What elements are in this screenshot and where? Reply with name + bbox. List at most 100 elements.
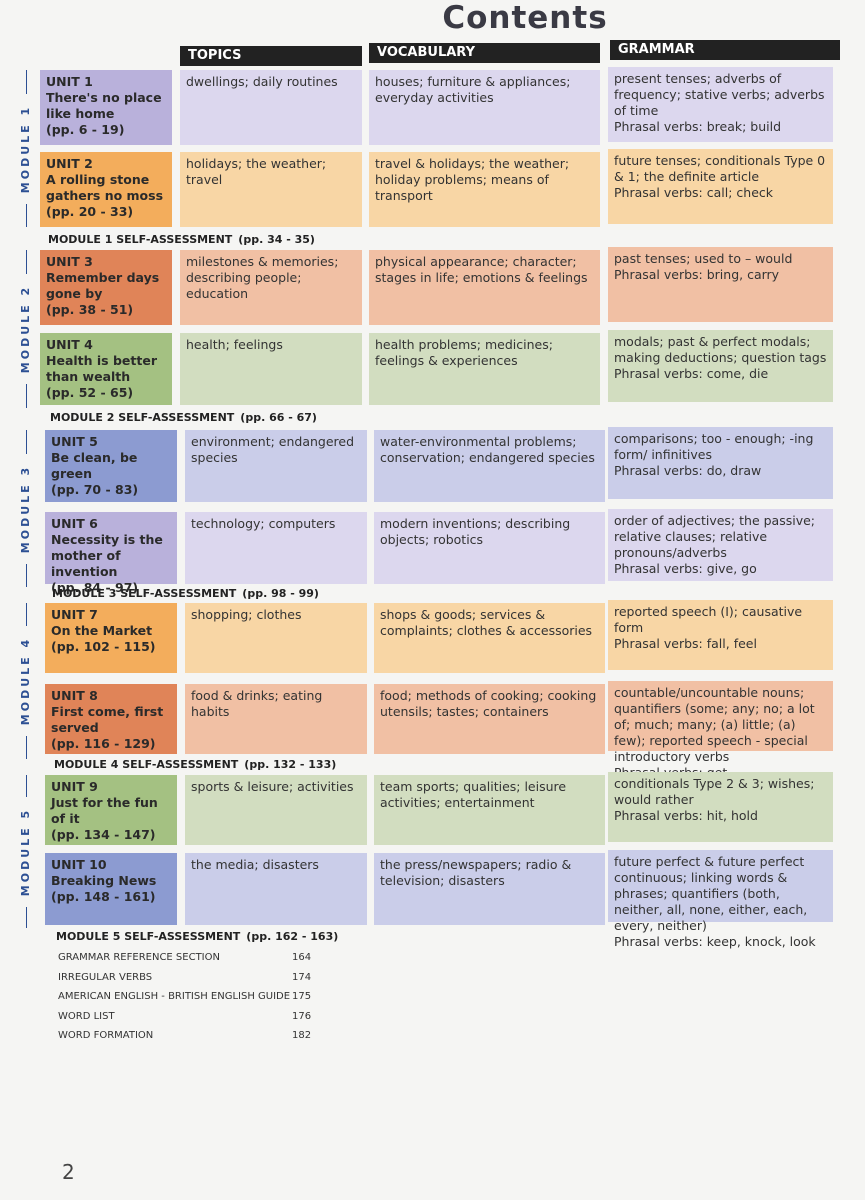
vocabulary-cell: the press/newspapers; radio & television…	[374, 853, 605, 925]
unit-pages: (pp. 134 - 147)	[51, 827, 156, 842]
self-assessment-label: MODULE 1 SELF-ASSESSMENT	[48, 233, 233, 246]
grammar-cell: future tenses; conditionals Type 0 & 1; …	[608, 149, 833, 224]
module-label: MODULE 2	[19, 274, 33, 384]
grammar-line: Phrasal verbs: do, draw	[614, 463, 762, 478]
vocabulary-cell: food; methods of cooking; cooking utensi…	[374, 684, 605, 754]
column-header: VOCABULARY	[369, 43, 600, 63]
unit-pages: (pp. 52 - 65)	[46, 385, 134, 400]
appendix-item: WORD LIST	[58, 1010, 115, 1022]
vocabulary-cell: shops & goods; services & complaints; cl…	[374, 603, 605, 673]
grammar-line: order of adjectives; the passive; relati…	[614, 513, 815, 560]
self-assessment-pages: (pp. 66 - 67)	[240, 411, 317, 424]
unit-pages: (pp. 6 - 19)	[46, 122, 125, 137]
unit-name: Breaking News	[51, 873, 157, 888]
appendix-item: WORD FORMATION	[58, 1030, 154, 1041]
topics-cell: health; feelings	[180, 333, 362, 405]
unit-pages: (pp. 116 - 129)	[51, 736, 156, 751]
column-header: GRAMMAR	[610, 40, 840, 60]
grammar-line: Phrasal verbs: call; check	[614, 185, 773, 200]
vocabulary-cell: houses; furniture & appliances; everyday…	[369, 70, 600, 145]
grammar-line: future perfect & future perfect continuo…	[614, 854, 808, 933]
grammar-cell: past tenses; used to – would Phrasal verb…	[608, 247, 833, 322]
unit-unit: UNIT 10	[51, 857, 107, 872]
vocabulary-cell: health problems; medicines; feelings & e…	[369, 333, 600, 405]
grammar-line: Phrasal verbs: give, go	[614, 561, 757, 576]
self-assessment: MODULE 4 SELF-ASSESSMENT (pp. 132 - 133)	[54, 758, 342, 771]
topics-cell: environment; endangered species	[185, 430, 367, 502]
appendix-item: IRREGULAR VERBS	[58, 971, 153, 983]
unit-unit: UNIT 1	[46, 74, 93, 89]
unit-pages: (pp. 148 - 161)	[51, 889, 156, 904]
unit-pages: (pp. 20 - 33)	[46, 204, 134, 219]
appendix-item: AMERICAN ENGLISH - BRITISH ENGLISH GUIDE	[58, 991, 291, 1002]
vocabulary-cell: water-environmental problems; conservati…	[374, 430, 605, 502]
topics-cell: milestones & memories; describing people…	[180, 250, 362, 325]
self-assessment: MODULE 3 SELF-ASSESSMENT (pp. 98 - 99)	[52, 587, 325, 600]
unit-unit: UNIT 5	[51, 434, 98, 449]
self-assessment-pages: (pp. 34 - 35)	[238, 233, 315, 246]
grammar-cell: future perfect & future perfect continuo…	[608, 850, 833, 949]
unit-unit: UNIT 6	[51, 516, 98, 531]
module-label: MODULE 1	[19, 93, 33, 204]
topics-cell: shopping; clothes	[185, 603, 367, 673]
self-assessment-pages: (pp. 162 - 163)	[246, 930, 339, 943]
grammar-cell: conditionals Type 2 & 3; wishes; would r…	[608, 772, 833, 842]
vocabulary-cell: team sports; qualities; leisure activiti…	[374, 775, 605, 845]
vocabulary-cell: modern inventions; describing objects; r…	[374, 512, 605, 584]
unit-unit: UNIT 4	[46, 337, 93, 352]
page-number: 2	[62, 1160, 75, 1184]
self-assessment-label: MODULE 3 SELF-ASSESSMENT	[52, 587, 237, 600]
title: Contents	[442, 0, 608, 36]
topics-cell: food & drinks; eating habits	[185, 684, 367, 754]
topics-cell: technology; computers	[185, 512, 367, 584]
grammar-line: past tenses; used to – would	[614, 251, 793, 266]
module-label: MODULE 4	[19, 626, 33, 736]
unit-cell: UNIT 1 There's no place like home (pp. 6 -…	[40, 70, 172, 145]
unit-name: Just for the fun of it	[51, 795, 158, 826]
unit-cell: UNIT 3 Remember days gone by (pp. 38 - 51)	[40, 250, 172, 325]
grammar-cell: modals; past & perfect modals; making de…	[608, 330, 833, 402]
unit-pages: (pp. 84 - 97)	[51, 580, 139, 595]
topics-cell: sports & leisure; activities	[185, 775, 367, 845]
grammar-line: Phrasal verbs: break; build	[614, 119, 782, 134]
self-assessment: MODULE 5 SELF-ASSESSMENT (pp. 162 - 163)	[56, 930, 344, 943]
grammar-cell: order of adjectives; the passive; relati…	[608, 509, 833, 581]
appendix-page: 182	[292, 1030, 312, 1041]
appendix-page: 176	[292, 1010, 312, 1022]
topics-cell: dwellings; daily routines	[180, 70, 362, 145]
grammar-line: Phrasal verbs: fall, feel	[614, 636, 757, 651]
topics-cell: the media; disasters	[185, 853, 367, 925]
unit-name: First come, first served	[51, 704, 164, 735]
grammar-line: Phrasal verbs: come, die	[614, 366, 769, 381]
self-assessment: MODULE 2 SELF-ASSESSMENT (pp. 66 - 67)	[50, 411, 323, 424]
unit-cell: UNIT 9 Just for the fun of it (pp. 134 - 1…	[45, 775, 177, 845]
grammar-line: future tenses; conditionals Type 0 & 1; …	[614, 153, 826, 184]
appendix-page: 174	[292, 971, 312, 983]
self-assessment-pages: (pp. 132 - 133)	[244, 758, 337, 771]
unit-name: Necessity is the mother of invention	[51, 532, 163, 579]
module-label: MODULE 3	[19, 453, 33, 564]
unit-cell: UNIT 8 First come, first served (pp. 116 -…	[45, 684, 177, 754]
unit-name: On the Market	[51, 623, 153, 638]
grammar-line: conditionals Type 2 & 3; wishes; would r…	[614, 776, 815, 807]
vocabulary-cell: travel & holidays; the weather; holiday …	[369, 152, 600, 227]
self-assessment-pages: (pp. 98 - 99)	[242, 587, 319, 600]
topics-cell: holidays; the weather; travel	[180, 152, 362, 227]
unit-pages: (pp. 38 - 51)	[46, 302, 134, 317]
unit-cell: UNIT 5 Be clean, be green (pp. 70 - 83)	[45, 430, 177, 502]
appendix-item: GRAMMAR REFERENCE SECTION	[58, 952, 220, 963]
unit-unit: UNIT 8	[51, 688, 98, 703]
unit-name: A rolling stone gathers no moss	[46, 172, 164, 203]
unit-cell: UNIT 6 Necessity is the mother of inventi…	[45, 512, 177, 595]
grammar-line: Phrasal verbs: keep, knock, look	[614, 934, 816, 949]
grammar-line: reported speech (I); causative form	[614, 604, 803, 635]
unit-name: Health is better than wealth	[46, 353, 157, 384]
appendix-page: 164	[292, 952, 312, 963]
grammar-cell: present tenses; adverbs of frequency; st…	[608, 67, 833, 142]
grammar-line: comparisons; too - enough; -ing form/ in…	[614, 431, 814, 462]
grammar-cell: reported speech (I); causative form Phras…	[608, 600, 833, 670]
unit-unit: UNIT 9	[51, 779, 98, 794]
unit-unit: UNIT 3	[46, 254, 93, 269]
